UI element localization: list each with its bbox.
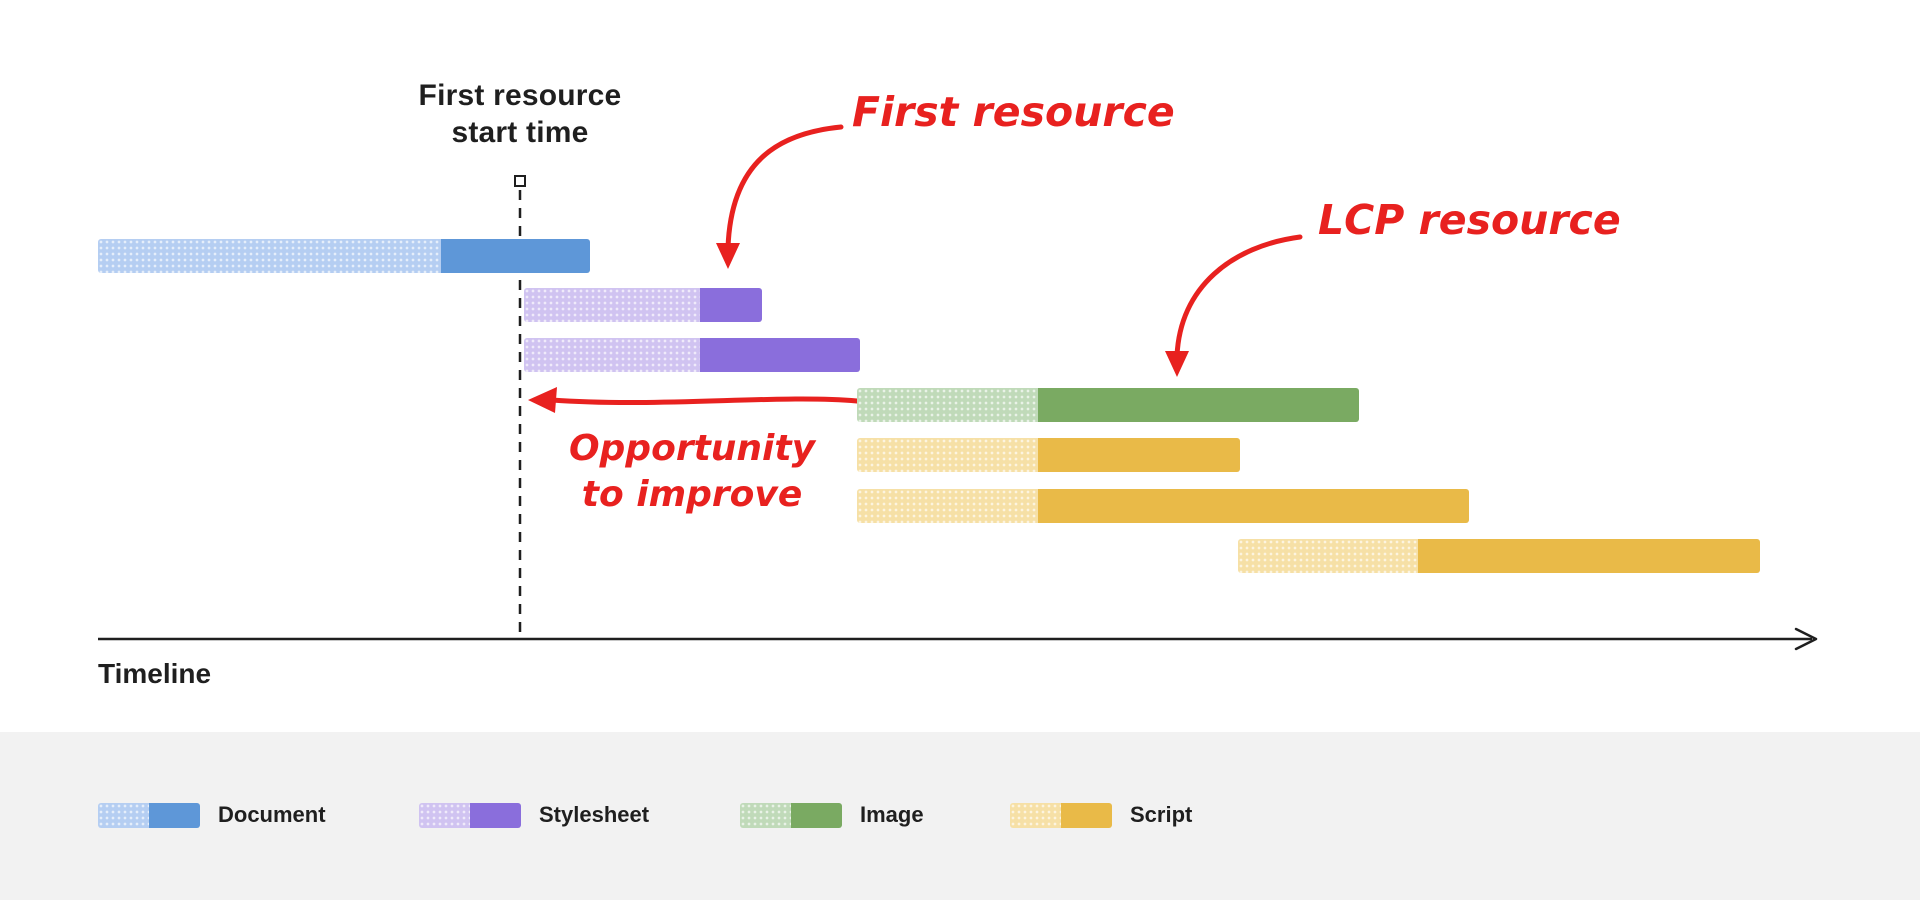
script-bar-light-segment: [857, 489, 1038, 523]
stylesheet-legend-swatch: [419, 802, 521, 828]
resource-bar-script: [857, 489, 1469, 523]
legend-label-image: Image: [860, 802, 924, 827]
legend-item-image: Image: [740, 802, 924, 828]
image-bar-dark-segment: [1038, 388, 1359, 422]
script-legend-swatch: [1010, 802, 1112, 828]
resource-bar-stylesheet: [524, 338, 860, 372]
script-bar-dark-segment: [1038, 489, 1469, 523]
document-legend-light-swatch: [98, 802, 149, 828]
stylesheet-bar-dark-segment: [700, 288, 762, 322]
document-bar-dark-segment: [441, 239, 590, 273]
image-legend-light-swatch: [740, 802, 791, 828]
legend-item-stylesheet: Stylesheet: [419, 802, 649, 828]
legend-item-script: Script: [1010, 802, 1192, 828]
script-legend-light-swatch: [1010, 802, 1061, 828]
lcp-resource-callout: LCP resource: [1318, 196, 1621, 244]
document-legend-dark-swatch: [149, 802, 200, 828]
timeline-axis: [98, 627, 1818, 651]
opportunity-to-improve-callout: Opportunity to improve: [542, 426, 842, 518]
opportunity-line-2: to improve: [581, 474, 803, 516]
opportunity-arrow: [528, 387, 860, 413]
stylesheet-bar-light-segment: [524, 338, 700, 372]
script-bar-dark-segment: [1038, 438, 1240, 472]
opportunity-line-1: Opportunity: [568, 428, 816, 469]
start-label-line-1: First resource: [418, 79, 622, 112]
stylesheet-bar-dark-segment: [700, 338, 860, 372]
image-bar-light-segment: [857, 388, 1038, 422]
script-bar-dark-segment: [1418, 539, 1760, 573]
resource-bar-document: [98, 239, 590, 273]
document-bar-light-segment: [98, 239, 441, 273]
stylesheet-legend-dark-swatch: [470, 802, 521, 828]
lcp-resource-arrow: [1165, 234, 1303, 377]
stylesheet-bar-light-segment: [524, 288, 700, 322]
document-legend-swatch: [98, 802, 200, 828]
script-bar-light-segment: [857, 438, 1038, 472]
first-resource-arrow: [716, 124, 844, 269]
legend: Document Stylesheet Image Script: [0, 732, 1920, 900]
resource-bar-script: [1238, 539, 1760, 573]
script-bar-light-segment: [1238, 539, 1418, 573]
stylesheet-legend-light-swatch: [419, 802, 470, 828]
script-legend-dark-swatch: [1061, 802, 1112, 828]
resource-bar-script: [857, 438, 1240, 472]
timeline-axis-label: Timeline: [98, 658, 212, 689]
legend-item-document: Document: [98, 802, 326, 828]
resource-bar-stylesheet: [524, 288, 762, 322]
legend-label-stylesheet: Stylesheet: [539, 802, 650, 827]
legend-label-document: Document: [218, 802, 326, 827]
first-resource-start-time-label: First resource start time: [320, 78, 720, 151]
start-label-line-2: start time: [451, 115, 589, 149]
resource-bar-image: [857, 388, 1359, 422]
image-legend-swatch: [740, 802, 842, 828]
image-legend-dark-swatch: [791, 802, 842, 828]
first-resource-callout: First resource: [852, 88, 1175, 136]
legend-label-script: Script: [1130, 802, 1193, 827]
